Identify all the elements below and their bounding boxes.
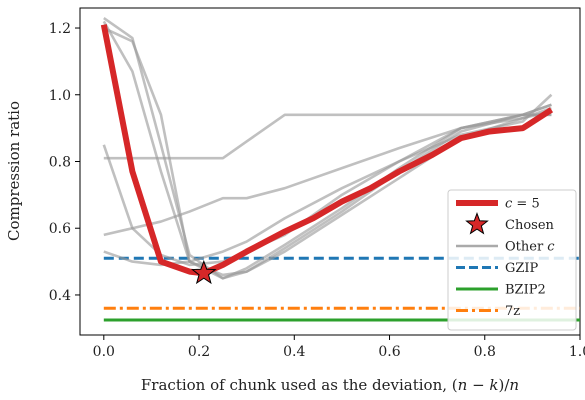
c5-line	[100, 24, 554, 277]
x-tick-label: 0.2	[188, 344, 210, 360]
legend-swatch	[465, 212, 489, 235]
y-tick-label: 1.0	[49, 88, 71, 104]
x-tick-label: 0.8	[474, 344, 496, 360]
other-c-lines	[102, 16, 553, 280]
chosen-star	[191, 259, 217, 285]
x-tick-label: 0.4	[283, 344, 305, 360]
plot-frame	[79, 7, 581, 336]
plot-area	[79, 7, 581, 336]
legend-label: Chosen	[505, 218, 555, 233]
y-tick-label: 1.2	[49, 21, 71, 37]
x-tick-label: 0.0	[93, 344, 115, 360]
other-c-line-7	[103, 113, 552, 160]
x-axis-label: Fraction of chunk used as the deviation,…	[141, 376, 519, 394]
legend-label: BZIP2	[505, 283, 546, 298]
legend-label: Other c	[505, 240, 555, 255]
legend-label: c = 5	[505, 197, 540, 212]
other-c-line-6	[103, 93, 553, 267]
legend-label: 7z	[505, 304, 520, 319]
x-axis-ticks: 0.0 0.2 0.4 0.6 0.8 1.0	[93, 335, 585, 360]
legend: c = 5 Chosen Other c GZIP BZIP2 7z	[447, 189, 577, 331]
y-axis-ticks: 0.4 0.6 0.8 1.0 1.2	[49, 21, 80, 304]
other-c-line-5	[103, 110, 552, 237]
y-tick-label: 0.8	[49, 154, 71, 170]
other-c-line-2	[103, 26, 552, 280]
legend-label: GZIP	[505, 261, 539, 276]
y-axis-label: Compression ratio	[5, 101, 23, 241]
y-tick-label: 0.4	[49, 288, 71, 304]
c5-series-line	[100, 24, 554, 277]
y-tick-label: 0.6	[49, 221, 71, 237]
x-tick-label: 0.6	[378, 344, 400, 360]
x-tick-label: 1.0	[569, 344, 585, 360]
chosen-star-marker	[191, 259, 217, 285]
